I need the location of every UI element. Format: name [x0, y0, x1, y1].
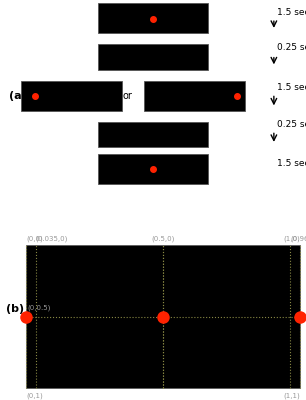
- Text: 1.5 sec: 1.5 sec: [277, 83, 306, 92]
- Bar: [26, 245, 300, 388]
- Text: (a): (a): [9, 91, 27, 101]
- Text: (0,0): (0,0): [26, 235, 43, 242]
- Text: 0.25 sec: 0.25 sec: [277, 120, 306, 129]
- Text: 1.5 sec: 1.5 sec: [277, 8, 306, 17]
- Text: (0,0.5): (0,0.5): [28, 305, 51, 312]
- Bar: [98, 4, 208, 33]
- Bar: [144, 81, 245, 110]
- Text: (0.035,0): (0.035,0): [35, 235, 68, 242]
- Text: or: or: [122, 91, 132, 101]
- Text: (0,1): (0,1): [26, 392, 43, 399]
- Bar: [21, 81, 122, 110]
- Text: 1.5 sec: 1.5 sec: [277, 158, 306, 168]
- Text: (0.965,0): (0.965,0): [290, 235, 306, 242]
- Bar: [98, 122, 208, 147]
- Text: (0.5,0): (0.5,0): [151, 235, 175, 242]
- Bar: [98, 44, 208, 70]
- Text: (1,1): (1,1): [283, 392, 300, 399]
- Bar: [98, 154, 208, 184]
- Text: 0.25 sec: 0.25 sec: [277, 43, 306, 52]
- Text: (1,0): (1,0): [283, 235, 300, 242]
- Text: (b): (b): [6, 304, 24, 314]
